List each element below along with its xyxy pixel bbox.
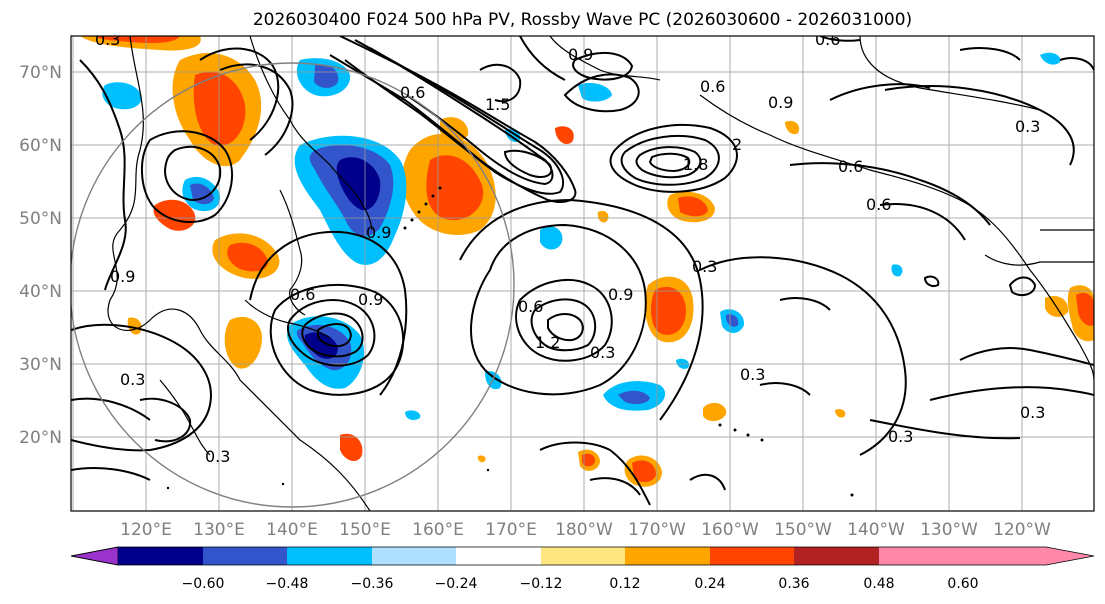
colorbar: −0.60 −0.48 −0.36 −0.24 −0.12 0.12 0.24 … [70,546,1095,592]
colorbar-tick-label: −0.60 [182,576,225,592]
colorbar-tick-label: 0.48 [863,576,894,592]
contour-label: 0.6 [700,77,725,96]
colorbar-segment [372,547,456,565]
contour-label: 0.6 [518,297,543,316]
lon-label: 150°E [339,520,391,540]
lon-label: 160°E [412,520,464,540]
colorbar-segment [456,547,541,565]
lon-label: 180°W [555,520,613,540]
contour-label: 0.6 [400,83,425,102]
lon-label: 130°E [193,520,245,540]
contour-label: 0.3 [95,30,120,49]
lon-label: 170°W [628,520,686,540]
colorbar-tick-label: −0.24 [435,576,478,592]
colorbar-segment [118,547,203,565]
pv-contours [71,36,1094,506]
lon-label: 140°E [266,520,318,540]
colorbar-tick-label: 0.36 [778,576,809,592]
contour-label: 0.9 [366,223,391,242]
colorbar-segment [203,547,287,565]
colorbar-segment [794,547,879,565]
lat-label: 50°N [19,209,62,229]
contour-label: 0.6 [838,157,863,176]
contour-label: 0.3 [888,427,913,446]
contour-label: 0.9 [568,45,593,64]
contour-labels: 0.9 0.6 0.6 0.9 1.5 1.8 2 0.6 0.6 0.3 0.… [95,30,1045,466]
contour-label: 0.3 [1020,403,1045,422]
colorbar-tick-label: 0.12 [609,576,640,592]
colorbar-segment [625,547,710,565]
colorbar-tick-label: −0.12 [520,576,563,592]
contour-label: 1.2 [535,333,560,352]
coastlines [107,36,1094,511]
colorbar-segment [710,547,794,565]
contour-label: 2 [732,135,742,154]
lon-label: 160°W [701,520,759,540]
contour-label: 0.9 [608,285,633,304]
colorbar-segment [287,547,372,565]
colorbar-tick-label: 0.24 [694,576,725,592]
map-frame [70,35,1095,512]
contour-label: 0.3 [590,343,615,362]
map-content: 0.9 0.6 0.6 0.9 1.5 1.8 2 0.6 0.6 0.3 0.… [71,30,1094,511]
latitude-labels: 70°N 60°N 50°N 40°N 30°N 20°N [19,63,62,448]
lat-label: 30°N [19,355,62,375]
contour-label: 1.8 [683,155,708,174]
colorbar-segment [879,547,963,565]
contour-label: 0.6 [866,195,891,214]
colorbar-tick-label: −0.48 [266,576,309,592]
contour-label: 0.9 [110,267,135,286]
lon-label: 170°E [485,520,537,540]
contour-label: 0.9 [358,290,383,309]
lat-label: 40°N [19,282,62,302]
lon-label: 120°W [993,520,1051,540]
colorbar-segment [541,547,625,565]
colorbar-tick-label: 0.60 [947,576,978,592]
lon-label: 120°E [120,520,172,540]
radius-circle [71,62,515,508]
colorbar-ticks: −0.60 −0.48 −0.36 −0.24 −0.12 0.12 0.24 … [182,576,979,592]
lat-label: 20°N [19,428,62,448]
contour-label: 0.6 [290,285,315,304]
contour-label: 1.5 [485,95,510,114]
contour-label: 0.3 [205,447,230,466]
contour-label: 0.3 [1015,117,1040,136]
colorbar-extend-high [963,547,1094,565]
contour-label: 0.3 [692,257,717,276]
contour-label: 0.6 [815,30,840,49]
contour-label: 0.9 [768,93,793,112]
contour-label: 0.3 [120,370,145,389]
longitude-labels: 120°E 130°E 140°E 150°E 160°E 170°E 180°… [120,520,1051,540]
lon-label: 150°W [774,520,832,540]
lon-label: 140°W [847,520,905,540]
island-dots [166,186,854,497]
lat-label: 60°N [19,136,62,156]
lon-label: 130°W [920,520,978,540]
contour-label: 0.3 [740,365,765,384]
colorbar-tick-label: −0.36 [351,576,394,592]
gridlines [71,36,1094,511]
lat-label: 70°N [19,63,62,83]
colorbar-extend-low [70,546,119,566]
map-title: 2026030400 F024 500 hPa PV, Rossby Wave … [252,10,913,30]
